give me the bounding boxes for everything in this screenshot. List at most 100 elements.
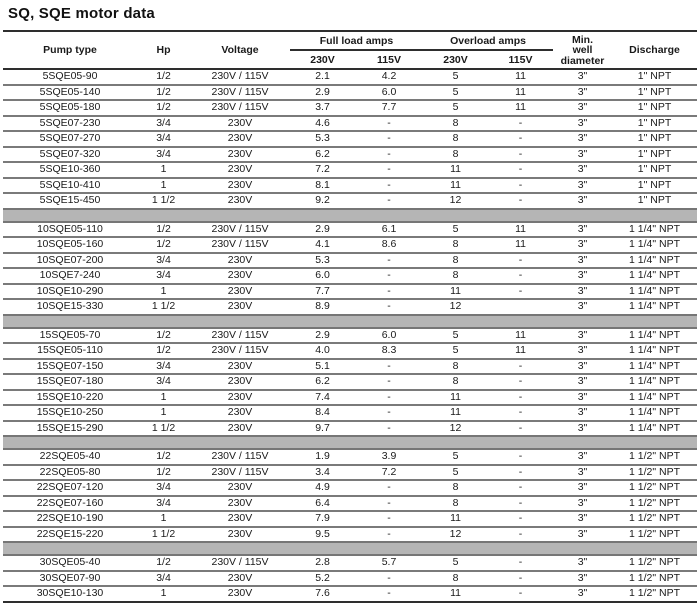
cell-overload-230v: 5 <box>423 342 489 359</box>
cell-min-well-diameter: 3" <box>553 388 613 405</box>
cell-overload-115v: - <box>488 585 554 602</box>
header-pump-type: Pump type <box>43 44 97 56</box>
cell-overload-230v: 12 <box>423 419 489 436</box>
cell-voltage: 230V / 115V <box>190 326 290 343</box>
cell-min-well-diameter: 3" <box>553 176 613 193</box>
cell-full-load-230v: 9.2 <box>290 192 355 209</box>
cell-overload-230v: 11 <box>423 585 489 602</box>
cell-full-load-115v: - <box>355 510 424 527</box>
cell-min-well-diameter: 3" <box>553 342 613 359</box>
cell-min-well-diameter: 3" <box>553 83 613 100</box>
cell-min-well-diameter: 3" <box>553 525 613 542</box>
cell-overload-230v: 8 <box>423 236 489 253</box>
table-row: 10SQE07-200 3/4 230V 5.3-8-3" 1 1/4" NPT <box>3 251 698 268</box>
cell-full-load-115v: - <box>355 176 424 193</box>
cell-discharge: 1 1/4" NPT <box>612 251 698 268</box>
cell-full-load-115v: - <box>355 479 424 496</box>
cell-overload-115v: - <box>488 510 554 527</box>
table-row: 5SQE10-360 1 230V 7.2-11-3" 1" NPT <box>3 161 698 178</box>
cell-full-load-115v: - <box>355 192 424 209</box>
table-row: 22SQE15-220 1 1/2 230V 9.5-12-3" 1 1/2" NPT <box>3 525 698 542</box>
cell-discharge: 1 1/2" NPT <box>612 448 698 465</box>
cell-overload-115v: - <box>488 282 554 299</box>
cell-overload-230v: 11 <box>423 176 489 193</box>
cell-hp: 1/2 <box>137 554 190 571</box>
cell-pump-type: 15SQE10-220 <box>3 388 137 405</box>
table-row: 5SQE05-180 1/2 230V / 115V 3.7 7.7 5 11 3" 1" NP… <box>3 99 698 116</box>
cell-overload-115v: - <box>488 404 554 421</box>
cell-overload-115v: - <box>488 494 554 511</box>
cell-overload-115v: - <box>488 114 554 131</box>
cell-min-well-diameter: 3" <box>553 569 613 586</box>
cell-voltage: 230V <box>190 298 290 315</box>
cell-full-load-115v: 6.1 <box>355 220 424 237</box>
cell-full-load-230v: 4.6 <box>290 114 355 131</box>
cell-pump-type: 10SQE10-290 <box>3 282 137 299</box>
cell-overload-230v: 12 <box>423 192 489 209</box>
table-row: 5SQE07-230 3/4 230V 4.6-8-3" 1" NPT <box>3 114 698 131</box>
cell-overload-230v: 8 <box>423 130 489 147</box>
cell-discharge: 1 1/2" NPT <box>612 479 698 496</box>
cell-discharge: 1 1/2" NPT <box>612 510 698 527</box>
header-min-well-line2: well <box>572 44 593 57</box>
table-row: 22SQE05-80 1/2 230V / 115V 3.4 7.2 5-3" 1 1/2"… <box>3 463 698 480</box>
cell-pump-type: 30SQE05-40 <box>3 554 137 571</box>
cell-hp: 1/2 <box>137 463 190 480</box>
cell-full-load-115v: - <box>355 114 424 131</box>
cell-min-well-diameter: 3" <box>553 130 613 147</box>
cell-full-load-230v: 9.7 <box>290 419 355 436</box>
table-row: 5SQE07-270 3/4 230V 5.3-8-3" 1" NPT <box>3 130 698 147</box>
table-row: 15SQE05-110 1/2 230V / 115V 4.0 8.3 5 11 3" 1 1/… <box>3 342 698 359</box>
cell-voltage: 230V <box>190 585 290 602</box>
cell-min-well-diameter: 3" <box>553 298 613 315</box>
cell-voltage: 230V / 115V <box>190 342 290 359</box>
table-row: 5SQE15-450 1 1/2 230V 9.2-12-3" 1" NPT <box>3 192 698 209</box>
table-row: 22SQE05-40 1/2 230V / 115V 1.9 3.9 5-3" 1 1/2"… <box>3 448 698 465</box>
cell-full-load-115v: - <box>355 161 424 178</box>
cell-hp: 1 <box>137 161 190 178</box>
cell-voltage: 230V / 115V <box>190 220 290 237</box>
cell-hp: 3/4 <box>137 479 190 496</box>
cell-overload-230v: 8 <box>423 114 489 131</box>
cell-full-load-115v: 8.6 <box>355 236 424 253</box>
cell-voltage: 230V <box>190 357 290 374</box>
cell-min-well-diameter: 3" <box>553 494 613 511</box>
cell-overload-230v: 5 <box>423 326 489 343</box>
cell-overload-115v: 11 <box>488 342 554 359</box>
cell-overload-115v: - <box>488 569 554 586</box>
cell-overload-115v: - <box>488 251 554 268</box>
cell-min-well-diameter: 3" <box>553 510 613 527</box>
cell-voltage: 230V <box>190 510 290 527</box>
cell-full-load-115v: 6.0 <box>355 83 424 100</box>
group-separator <box>3 313 698 329</box>
cell-pump-type: 22SQE05-80 <box>3 463 137 480</box>
cell-pump-type: 5SQE05-90 <box>3 68 137 85</box>
cell-pump-type: 30SQE07-90 <box>3 569 137 586</box>
cell-min-well-diameter: 3" <box>553 99 613 116</box>
cell-hp: 3/4 <box>137 373 190 390</box>
cell-hp: 1 1/2 <box>137 192 190 209</box>
cell-discharge: 1" NPT <box>612 192 698 209</box>
header-voltage: Voltage <box>221 44 259 56</box>
cell-overload-115v: - <box>488 176 554 193</box>
cell-pump-type: 10SQE05-110 <box>3 220 137 237</box>
cell-overload-115v: - <box>488 192 554 209</box>
cell-overload-230v: 5 <box>423 448 489 465</box>
cell-voltage: 230V / 115V <box>190 236 290 253</box>
cell-hp: 1 1/2 <box>137 525 190 542</box>
cell-overload-115v: - <box>488 479 554 496</box>
cell-pump-type: 22SQE07-160 <box>3 494 137 511</box>
cell-full-load-230v: 6.4 <box>290 494 355 511</box>
cell-min-well-diameter: 3" <box>553 145 613 162</box>
cell-pump-type: 10SQE15-330 <box>3 298 137 315</box>
cell-discharge: 1 1/4" NPT <box>612 357 698 374</box>
table-row: 15SQE05-70 1/2 230V / 115V 2.9 6.0 5 11 3" 1 1/4… <box>3 326 698 343</box>
cell-overload-115v: - <box>488 373 554 390</box>
table-row: 10SQE10-290 1 230V 7.7-11-3" 1 1/4" NPT <box>3 282 698 299</box>
cell-hp: 1/2 <box>137 99 190 116</box>
cell-overload-230v: 8 <box>423 569 489 586</box>
cell-discharge: 1 1/2" NPT <box>612 525 698 542</box>
cell-voltage: 230V <box>190 114 290 131</box>
cell-overload-230v: 8 <box>423 357 489 374</box>
cell-hp: 1 <box>137 388 190 405</box>
